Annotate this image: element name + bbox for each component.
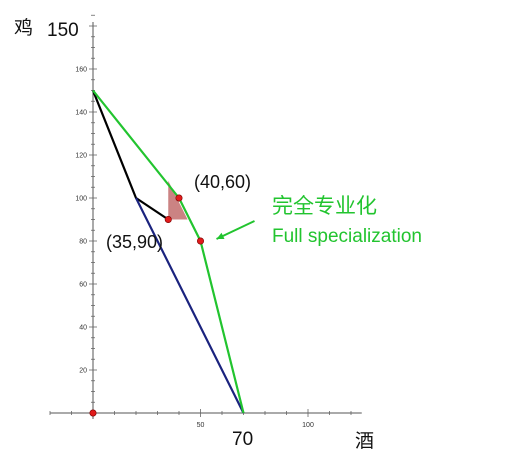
annotation-cn: 完全专业化 (272, 194, 377, 218)
y-tick-label: 160 (75, 67, 87, 74)
y-tick-label: 100 (75, 196, 87, 203)
y-intercept-label: 150 (47, 20, 79, 41)
annotation-arrow-head (216, 232, 225, 240)
series-layer (91, 89, 245, 414)
y-tick-label: 40 (79, 325, 87, 332)
marker-layer (89, 194, 255, 417)
x-tick-label: 100 (302, 422, 314, 429)
label-layer: 鸡 150 70 酒 (40,60) (35,90) 完全专业化 Full sp… (14, 17, 422, 452)
point-label-40-60: (40,60) (194, 172, 251, 192)
y-tick-label: 80 (79, 239, 87, 246)
y-tick-label: 60 (79, 282, 87, 289)
data-point-2 (175, 194, 183, 202)
axes-layer: 20 40 60 80 100 120 140 160 50 100 (49, 14, 362, 429)
point-label-35-90: (35,90) (106, 232, 163, 252)
y-tick-label: 120 (75, 153, 87, 160)
x-intercept-label: 70 (232, 429, 253, 450)
x-tick-label: 50 (197, 422, 205, 429)
y-tick-label: 20 (79, 368, 87, 375)
data-point-3 (197, 237, 205, 245)
series-line-2 (92, 89, 245, 414)
y-axis-label: 鸡 (14, 17, 33, 39)
series-line-0 (91, 90, 169, 221)
data-point-0 (89, 409, 97, 417)
data-point-1 (164, 216, 172, 224)
y-tick-label: 140 (75, 110, 87, 117)
x-axis-label: 酒 (355, 430, 374, 452)
series-line-1 (135, 197, 245, 414)
annotation-en: Full specialization (272, 226, 422, 247)
